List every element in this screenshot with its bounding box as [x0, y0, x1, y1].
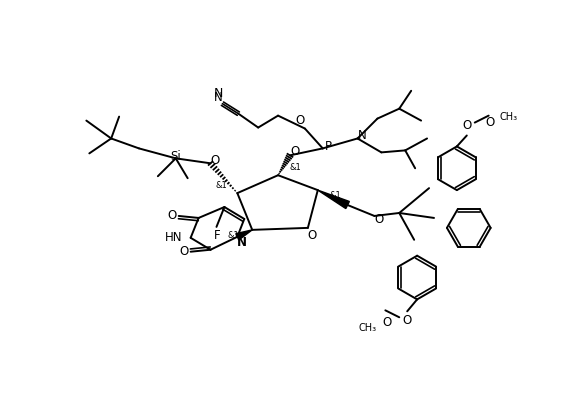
Text: &1: &1 [228, 231, 239, 240]
Text: &1: &1 [290, 163, 302, 172]
Text: O: O [375, 214, 384, 227]
Text: O: O [211, 154, 220, 167]
Text: CH₃: CH₃ [500, 112, 518, 122]
Text: O: O [296, 114, 305, 127]
Text: P: P [325, 140, 332, 153]
Text: O: O [179, 245, 189, 258]
Text: CH₃: CH₃ [358, 323, 377, 333]
Polygon shape [236, 230, 252, 240]
Text: O: O [485, 116, 494, 129]
Text: N: N [214, 87, 223, 100]
Text: O: O [167, 209, 177, 222]
Text: N: N [214, 91, 223, 104]
Text: &1: &1 [329, 191, 342, 199]
Text: N: N [237, 236, 247, 249]
Text: Si: Si [170, 150, 181, 163]
Text: F: F [214, 229, 221, 242]
Text: N: N [358, 129, 367, 142]
Text: O: O [290, 145, 300, 158]
Text: HN: HN [165, 231, 183, 244]
Text: &1: &1 [216, 181, 227, 190]
Text: O: O [307, 229, 316, 242]
Text: O: O [402, 314, 412, 327]
Text: O: O [383, 316, 392, 329]
Polygon shape [318, 190, 350, 209]
Text: O: O [462, 119, 471, 132]
